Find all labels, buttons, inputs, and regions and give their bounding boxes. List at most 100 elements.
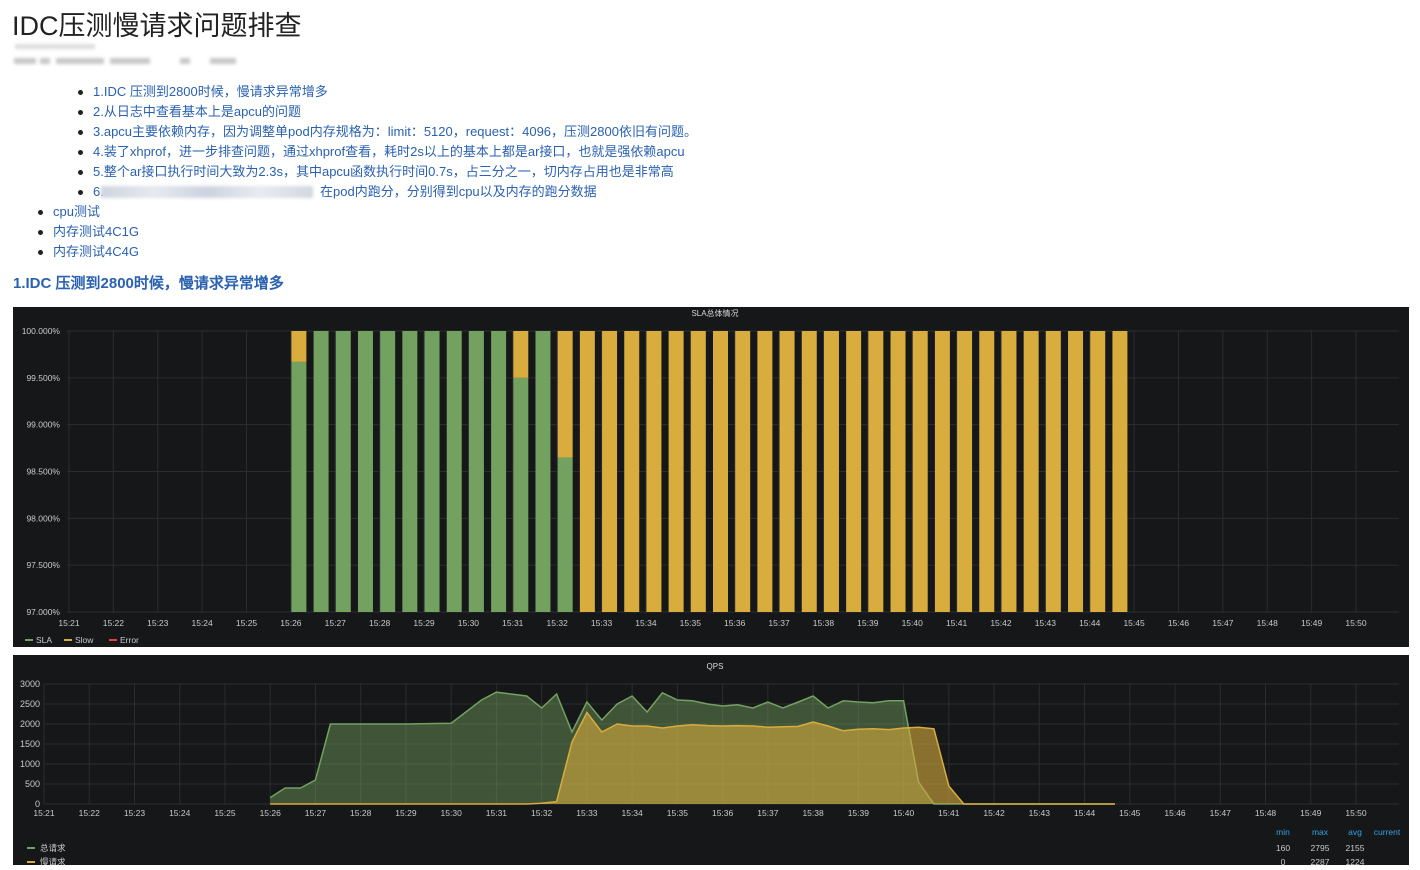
y-tick-label: 500	[25, 779, 40, 789]
main-list: cpu测试 内存测试4C1G 内存测试4C4G	[38, 202, 139, 262]
list-item-link[interactable]: 内存测试4C1G	[53, 224, 139, 239]
x-tick-label: 15:25	[214, 808, 236, 818]
x-tick-label: 15:44	[1079, 618, 1101, 628]
list-item[interactable]: 内存测试4C4G	[38, 242, 139, 262]
x-tick-label: 15:38	[802, 808, 824, 818]
sla-bar	[313, 331, 329, 612]
sla-bar	[468, 331, 484, 612]
list-item-link[interactable]: 内存测试4C4G	[53, 244, 139, 259]
bullet-icon	[78, 90, 83, 95]
x-tick-label: 15:34	[635, 618, 657, 628]
list-item-link[interactable]: 2.从日志中查看基本上是apcu的问题	[93, 104, 302, 119]
list-item[interactable]: 2.从日志中查看基本上是apcu的问题	[78, 102, 697, 122]
slow-bar	[646, 331, 662, 612]
slow-bar	[1001, 331, 1017, 612]
sla-bar	[446, 331, 462, 612]
x-tick-label: 15:23	[147, 618, 169, 628]
x-tick-label: 15:43	[1035, 618, 1057, 628]
slow-bar	[557, 331, 573, 458]
x-tick-label: 15:42	[983, 808, 1005, 818]
x-tick-label: 15:31	[486, 808, 508, 818]
list-item-link[interactable]: 5.整个ar接口执行时间大致为2.3s，其中apcu函数执行时间0.7s，占三分…	[93, 164, 674, 179]
slow-bar	[690, 331, 706, 612]
legend-header: min	[1276, 827, 1290, 837]
legend-table[interactable]: min max avg current 总请求 160 2795 2155 慢请求 0 2287 12…	[27, 827, 1401, 867]
y-tick-label: 98.000%	[26, 513, 60, 523]
slow-bar	[957, 331, 973, 612]
list-item-link[interactable]: 3.apcu主要依赖内存，因为调整单pod内存规格为：limit：5120，re…	[93, 124, 697, 139]
x-tick-label: 15:35	[680, 618, 702, 628]
y-tick-label: 100.000%	[22, 326, 61, 336]
x-tick-label: 15:26	[280, 618, 302, 628]
y-tick-label: 3000	[20, 679, 40, 689]
x-tick-label: 15:33	[591, 618, 613, 628]
redacted-subtitle	[56, 58, 104, 64]
list-item-link[interactable]: 4.装了xhprof，进一步排查问题，通过xhprof查看，耗时2s以上的基本上…	[93, 144, 685, 159]
bullet-icon	[78, 110, 83, 115]
slow-bar	[579, 331, 595, 612]
bullet-icon	[78, 130, 83, 135]
legend-header: current	[1374, 827, 1401, 837]
x-tick-label: 15:45	[1123, 618, 1145, 628]
list-item-link[interactable]: 1.IDC 压测到2800时候，慢请求异常增多	[93, 84, 328, 99]
x-axis: 15:21 15:22 15:23 15:24 15:25 15:26 15:27 15:28…	[58, 618, 1367, 628]
list-item[interactable]: 6. 在pod内跑分，分别得到cpu以及内存的跑分数据	[78, 182, 697, 202]
y-axis: 100.000% 99.500% 99.000% 98.500% 98.000% 97.5…	[22, 326, 61, 617]
x-tick-label: 15:50	[1345, 618, 1367, 628]
redacted-subtitle	[15, 44, 95, 49]
x-tick-label: 15:35	[667, 808, 689, 818]
x-tick-label: 15:47	[1212, 618, 1234, 628]
list-item[interactable]: cpu测试	[38, 202, 139, 222]
sla-bar	[424, 331, 440, 612]
x-tick-label: 15:41	[938, 808, 960, 818]
slow-bar	[291, 331, 307, 362]
sla-chart: SLA总体情况 100.000% 99.500% 99.000% 98.500% 98.…	[22, 308, 1399, 645]
x-tick-label: 15:41	[946, 618, 968, 628]
bullet-icon	[38, 210, 43, 215]
slow-bar	[868, 331, 884, 612]
sla-bar	[380, 331, 396, 612]
list-item[interactable]: 3.apcu主要依赖内存，因为调整单pod内存规格为：limit：5120，re…	[78, 122, 697, 142]
bars	[291, 331, 1128, 612]
bullet-icon	[78, 170, 83, 175]
qps-chart-panel: QPS 3000 2500 2000 1500 1000 500 0 15:21 15:22 1…	[13, 655, 1409, 867]
legend-max: 2795	[1311, 843, 1330, 853]
legend-label: Slow	[75, 635, 94, 645]
x-tick-label: 15:47	[1210, 808, 1232, 818]
list-item-link[interactable]: cpu测试	[53, 204, 100, 219]
sla-bar	[557, 457, 573, 612]
slow-bar	[890, 331, 906, 612]
section-heading: 1.IDC 压测到2800时候，慢请求异常增多	[13, 275, 284, 292]
legend-header: avg	[1348, 827, 1362, 837]
list-item-link[interactable]: 6.	[93, 184, 104, 199]
grid	[43, 683, 1399, 805]
chart-title: QPS	[707, 662, 724, 671]
x-tick-label: 15:43	[1029, 808, 1051, 818]
list-item-link[interactable]: 在pod内跑分，分别得到cpu以及内存的跑分数据	[320, 184, 597, 199]
y-tick-label: 0	[35, 799, 40, 809]
x-tick-label: 15:22	[103, 618, 125, 628]
x-tick-label: 15:46	[1164, 808, 1186, 818]
y-tick-label: 1500	[20, 739, 40, 749]
legend-min: 0	[1281, 857, 1286, 865]
x-tick-label: 15:39	[848, 808, 870, 818]
list-item[interactable]: 内存测试4C1G	[38, 222, 139, 242]
grid	[67, 330, 1399, 613]
slow-bar	[801, 331, 817, 612]
legend[interactable]: SLA Slow Error	[25, 635, 139, 645]
y-tick-label: 2000	[20, 719, 40, 729]
list-item[interactable]: 5.整个ar接口执行时间大致为2.3s，其中apcu函数执行时间0.7s，占三分…	[78, 162, 697, 182]
x-tick-label: 15:39	[857, 618, 879, 628]
x-tick-label: 15:40	[902, 618, 924, 628]
bullet-icon	[38, 250, 43, 255]
area-series	[269, 691, 1115, 805]
y-tick-label: 97.500%	[26, 560, 60, 570]
legend-label: 慢请求	[40, 857, 66, 865]
list-item[interactable]: 4.装了xhprof，进一步排查问题，通过xhprof查看，耗时2s以上的基本上…	[78, 142, 697, 162]
bullet-icon	[38, 230, 43, 235]
legend-label: SLA	[36, 635, 52, 645]
list-item[interactable]: 1.IDC 压测到2800时候，慢请求异常增多	[78, 82, 697, 102]
x-tick-label: 15:26	[260, 808, 282, 818]
x-tick-label: 15:48	[1257, 618, 1279, 628]
x-tick-label: 15:27	[305, 808, 327, 818]
